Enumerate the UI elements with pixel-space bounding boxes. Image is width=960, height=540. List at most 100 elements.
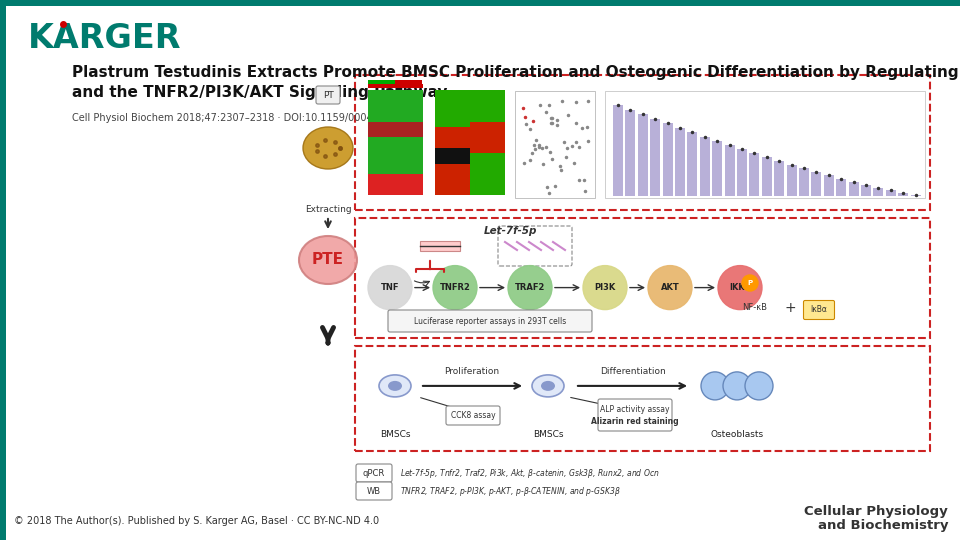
Text: Differentiation: Differentiation xyxy=(600,367,666,376)
Bar xyxy=(368,192,423,195)
Bar xyxy=(470,116,505,119)
Bar xyxy=(470,179,505,182)
Text: BMSCs: BMSCs xyxy=(380,430,410,439)
Bar xyxy=(470,161,505,164)
FancyBboxPatch shape xyxy=(598,399,672,431)
Circle shape xyxy=(433,266,477,309)
Bar xyxy=(435,119,470,122)
Circle shape xyxy=(742,275,758,291)
Bar xyxy=(368,153,423,156)
Bar xyxy=(368,137,423,140)
Text: Plastrum Testudinis Extracts Promote BMSC Proliferation and Osteogenic Different: Plastrum Testudinis Extracts Promote BMS… xyxy=(72,65,960,80)
Bar xyxy=(435,179,470,182)
Bar xyxy=(515,91,595,198)
Bar xyxy=(470,113,505,116)
Bar xyxy=(368,140,423,143)
Bar xyxy=(355,218,930,338)
Bar xyxy=(470,98,505,100)
Text: PTE: PTE xyxy=(312,253,344,267)
Bar xyxy=(737,149,747,196)
Circle shape xyxy=(745,372,773,400)
Bar xyxy=(355,346,930,451)
Bar xyxy=(899,193,908,196)
Bar xyxy=(368,90,423,93)
Text: Proliferation: Proliferation xyxy=(444,367,499,376)
Bar xyxy=(470,182,505,185)
Text: PT: PT xyxy=(323,91,333,99)
Text: IκBα: IκBα xyxy=(810,306,828,314)
Bar xyxy=(368,190,423,192)
Text: ALP activity assay: ALP activity assay xyxy=(600,404,670,414)
Text: CCK8 assay: CCK8 assay xyxy=(450,411,495,420)
Bar xyxy=(368,80,395,84)
Text: BMSCs: BMSCs xyxy=(533,430,564,439)
Bar xyxy=(435,185,470,187)
Bar xyxy=(435,132,470,134)
Text: TRAF2: TRAF2 xyxy=(515,283,545,292)
Bar xyxy=(368,171,423,174)
Bar xyxy=(435,113,470,116)
Bar xyxy=(470,158,505,161)
Text: Let-7f-5p: Let-7f-5p xyxy=(483,226,537,236)
Bar xyxy=(662,124,673,196)
Bar xyxy=(435,130,470,132)
Bar xyxy=(435,137,470,140)
Bar xyxy=(435,171,470,174)
Bar xyxy=(0,0,6,540)
Bar xyxy=(435,106,470,109)
Ellipse shape xyxy=(532,375,564,397)
Bar xyxy=(368,98,423,100)
Bar xyxy=(368,177,423,179)
Bar xyxy=(435,122,470,124)
Bar xyxy=(368,174,423,177)
Bar xyxy=(470,106,505,109)
Bar xyxy=(395,80,422,84)
Ellipse shape xyxy=(299,236,357,284)
Text: Cell Physiol Biochem 2018;47:2307–2318 · DOI:10.1159/000481941: Cell Physiol Biochem 2018;47:2307–2318 ·… xyxy=(72,113,403,123)
Bar xyxy=(435,116,470,119)
Bar xyxy=(470,192,505,195)
Bar xyxy=(368,84,423,88)
Bar xyxy=(470,140,505,143)
Bar xyxy=(435,150,470,153)
Bar xyxy=(470,134,505,137)
Text: TNF: TNF xyxy=(381,283,399,292)
Bar xyxy=(368,127,423,130)
Circle shape xyxy=(718,266,762,309)
Bar xyxy=(0,0,960,6)
Bar xyxy=(435,174,470,177)
Bar xyxy=(470,177,505,179)
Bar xyxy=(435,100,470,103)
Text: qPCR: qPCR xyxy=(363,469,385,477)
Bar xyxy=(774,161,784,196)
Bar xyxy=(470,171,505,174)
Bar xyxy=(811,172,822,196)
Bar xyxy=(470,148,505,150)
Bar xyxy=(368,143,423,145)
Bar xyxy=(470,103,505,106)
Bar xyxy=(368,161,423,164)
Circle shape xyxy=(648,266,692,309)
Bar xyxy=(368,93,423,95)
Bar xyxy=(675,128,684,196)
Bar xyxy=(435,90,470,93)
Bar xyxy=(435,109,470,111)
Bar xyxy=(355,75,930,210)
Bar xyxy=(911,194,921,196)
Bar xyxy=(368,156,423,158)
Bar xyxy=(368,130,423,132)
Bar xyxy=(470,153,505,156)
Bar xyxy=(368,116,423,119)
Bar xyxy=(368,148,423,150)
Bar xyxy=(874,187,883,196)
Ellipse shape xyxy=(541,381,555,391)
FancyBboxPatch shape xyxy=(316,86,340,104)
Ellipse shape xyxy=(379,375,411,397)
Bar xyxy=(470,130,505,132)
Bar xyxy=(368,122,423,124)
Bar xyxy=(849,182,858,196)
Bar xyxy=(470,190,505,192)
Bar xyxy=(368,111,423,113)
Bar xyxy=(470,185,505,187)
Bar xyxy=(470,156,505,158)
